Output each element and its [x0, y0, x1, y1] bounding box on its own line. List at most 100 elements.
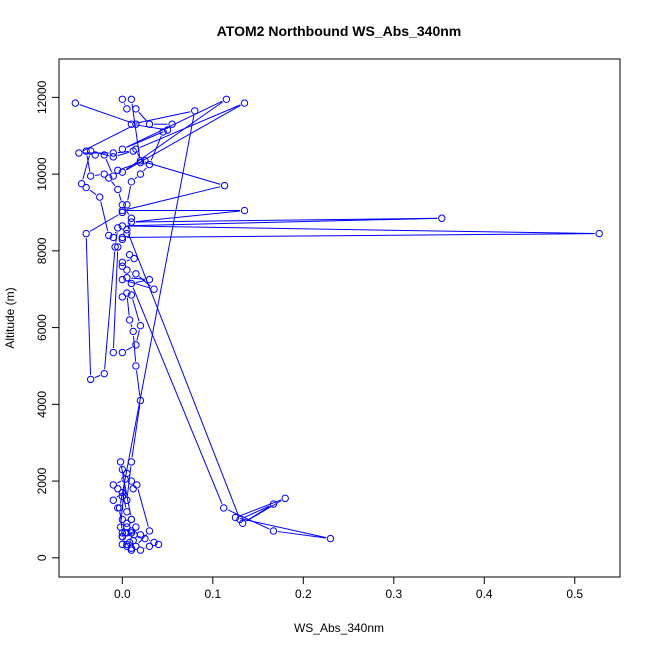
- data-point: [115, 504, 124, 512]
- series-segment: [126, 186, 221, 210]
- data-point: [96, 193, 104, 201]
- data-point: [118, 540, 127, 549]
- data-point: [114, 485, 122, 493]
- data-point: [219, 504, 228, 512]
- x-tick-label: 0.1: [204, 587, 221, 601]
- data-point: [132, 145, 140, 153]
- y-tick-label: 10000: [35, 157, 49, 191]
- data-point: [150, 285, 158, 293]
- series-segment: [132, 287, 223, 504]
- series-segment: [126, 466, 132, 496]
- x-tick-label: 0.3: [385, 587, 402, 601]
- y-axis-label: Altitude (m): [3, 287, 17, 348]
- data-point: [123, 496, 131, 504]
- data-point: [136, 156, 145, 165]
- series-segment: [119, 115, 195, 504]
- data-point: [82, 147, 90, 155]
- series-segment: [132, 299, 140, 322]
- data-point: [118, 348, 127, 357]
- data-point: [127, 218, 136, 226]
- data-point: [91, 151, 99, 159]
- data-point: [123, 469, 131, 478]
- series-segment: [138, 111, 147, 122]
- x-axis-label: WS_Abs_340nm: [294, 621, 384, 635]
- data-point: [123, 519, 131, 527]
- series-segment: [123, 103, 126, 106]
- data-point: [123, 201, 131, 209]
- series-segment: [105, 158, 112, 173]
- data-point: [71, 99, 79, 107]
- data-point: [168, 120, 176, 128]
- data-point: [145, 275, 154, 284]
- data-point: [595, 229, 603, 238]
- data-point: [141, 156, 149, 165]
- series-segment: [126, 280, 150, 289]
- series-segment: [94, 374, 101, 379]
- series-segment: [85, 238, 92, 375]
- data-point: [127, 214, 136, 222]
- series-segment: [131, 103, 141, 159]
- data-point: [132, 362, 140, 370]
- data-point: [109, 348, 117, 357]
- data-point: [123, 226, 131, 234]
- data-point: [127, 546, 136, 554]
- data-point: [116, 458, 125, 466]
- x-tick-label: 0.5: [566, 587, 583, 601]
- data-point: [82, 229, 90, 238]
- data-point: [118, 293, 127, 301]
- data-point: [127, 291, 136, 299]
- data-point: [114, 185, 122, 194]
- data-point: [132, 270, 140, 278]
- series-segment: [89, 214, 119, 232]
- data-point: [75, 149, 83, 157]
- series-segment: [104, 251, 116, 370]
- data-point: [123, 105, 131, 113]
- data-point: [132, 542, 140, 550]
- data-point: [125, 316, 134, 324]
- plot-frame: [58, 58, 621, 578]
- data-point: [132, 120, 140, 128]
- series-segment: [139, 104, 241, 148]
- series-segment: [126, 259, 130, 262]
- data-point: [145, 160, 154, 169]
- data-point: [222, 95, 231, 103]
- data-point: [114, 224, 122, 232]
- series-segment: [89, 189, 97, 195]
- data-point: [145, 527, 154, 535]
- data-point: [82, 183, 90, 192]
- data-point: [123, 266, 131, 274]
- data-point: [100, 151, 108, 159]
- series-segment: [127, 186, 132, 201]
- series-segment: [126, 104, 241, 171]
- data-point: [438, 214, 446, 222]
- data-point: [118, 488, 127, 497]
- data-point: [123, 229, 131, 238]
- data-point: [130, 254, 138, 263]
- series-segment: [143, 167, 147, 172]
- data-point: [123, 529, 131, 537]
- series-segment: [126, 100, 223, 148]
- data-point: [118, 145, 127, 153]
- y-tick-label: 0: [35, 554, 49, 561]
- data-point: [109, 496, 117, 504]
- data-point: [105, 231, 113, 240]
- data-point: [129, 327, 137, 336]
- data-point: [118, 262, 127, 270]
- series-segment: [139, 276, 151, 287]
- series-segment: [246, 500, 282, 522]
- data-point: [118, 465, 127, 474]
- y-tick-label: 2000: [35, 467, 49, 494]
- data-point: [118, 95, 127, 103]
- data-point: [118, 233, 127, 242]
- data-point: [145, 542, 154, 550]
- data-point: [125, 250, 134, 259]
- data-point: [231, 513, 240, 522]
- data-point: [269, 500, 278, 508]
- data-point: [118, 529, 127, 537]
- series-group: [71, 95, 603, 554]
- data-point: [136, 546, 145, 554]
- series-segment: [112, 251, 119, 349]
- data-point: [132, 341, 140, 349]
- series-segment: [277, 531, 327, 539]
